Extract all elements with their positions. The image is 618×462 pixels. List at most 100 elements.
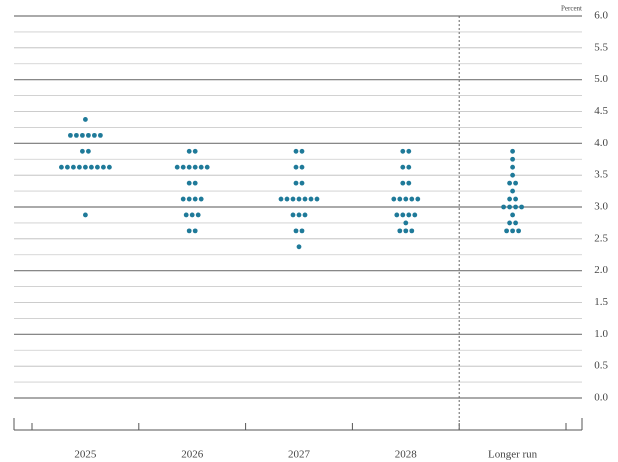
dot	[95, 164, 100, 170]
dot	[406, 180, 412, 186]
dot	[519, 204, 524, 210]
dot	[415, 196, 421, 202]
dot	[507, 204, 512, 210]
dot	[192, 228, 198, 234]
dot	[77, 164, 82, 170]
dot	[510, 172, 515, 178]
dot	[284, 196, 290, 202]
dot	[296, 244, 302, 250]
dot	[302, 196, 308, 202]
dot	[409, 196, 415, 202]
dot	[299, 180, 305, 186]
dot	[186, 164, 192, 170]
dot	[174, 164, 180, 170]
dot	[391, 196, 397, 202]
dot	[186, 180, 192, 186]
dot	[98, 132, 103, 138]
dot	[510, 228, 515, 234]
dot	[400, 180, 406, 186]
dot	[409, 228, 415, 234]
dot	[83, 117, 88, 122]
dot	[192, 164, 198, 170]
y-tick-label: 2.5	[594, 232, 608, 244]
dot	[180, 196, 186, 202]
dot	[296, 196, 302, 202]
dot	[80, 148, 85, 154]
dot	[507, 220, 512, 226]
dot	[68, 132, 73, 138]
dot	[189, 212, 195, 218]
dot	[180, 164, 186, 170]
y-tick-label: 1.0	[594, 328, 608, 340]
dot	[290, 212, 296, 218]
y-tick-label: 5.5	[594, 41, 608, 53]
dot	[302, 212, 308, 218]
dot	[86, 132, 91, 138]
dot	[65, 164, 70, 170]
dot	[195, 212, 201, 218]
dot	[183, 212, 189, 218]
dot	[504, 228, 509, 234]
dot	[510, 212, 515, 218]
dot	[314, 196, 320, 202]
dot	[192, 180, 198, 186]
dot	[293, 164, 299, 170]
y-tick-label: 0.0	[594, 392, 608, 404]
dot	[412, 212, 418, 218]
dot	[516, 228, 521, 234]
dot	[299, 228, 305, 234]
x-tick-label: 2027	[288, 449, 311, 461]
dot	[71, 164, 76, 170]
dot	[293, 148, 299, 154]
dot	[83, 164, 88, 170]
dot	[394, 212, 400, 218]
x-tick-label: 2025	[74, 449, 97, 461]
dot	[80, 132, 85, 138]
y-tick-label: 0.5	[594, 360, 608, 372]
dot	[510, 188, 515, 194]
dot	[513, 220, 518, 226]
dot	[299, 148, 305, 154]
dot	[278, 196, 284, 202]
dot	[204, 164, 210, 170]
dot	[510, 148, 515, 154]
dot	[510, 164, 515, 170]
dot	[59, 164, 64, 170]
dot	[403, 220, 409, 226]
y-tick-label: 1.5	[594, 296, 608, 308]
dot	[507, 196, 512, 202]
dot	[400, 148, 406, 154]
y-tick-label: 4.0	[594, 137, 608, 149]
dot	[308, 196, 314, 202]
dot	[406, 164, 412, 170]
dot	[397, 228, 403, 234]
dot	[198, 164, 204, 170]
y-tick-label: 3.0	[594, 201, 608, 213]
dot	[186, 228, 192, 234]
dot	[74, 132, 79, 138]
dot	[296, 212, 302, 218]
x-tick-label: 2028	[395, 449, 418, 461]
dot	[86, 148, 91, 154]
unit-label: Percent	[561, 5, 582, 13]
y-tick-label: 5.0	[594, 73, 608, 85]
dot	[403, 196, 409, 202]
dot	[186, 196, 192, 202]
dot	[192, 196, 198, 202]
dot	[198, 196, 204, 202]
y-tick-label: 2.0	[594, 264, 608, 276]
dot	[290, 196, 296, 202]
dot	[501, 204, 506, 210]
dot	[406, 148, 412, 154]
x-tick-label: 2026	[181, 449, 204, 461]
dot	[403, 228, 409, 234]
dot	[397, 196, 403, 202]
dot	[513, 196, 518, 202]
dot	[92, 132, 97, 138]
dot	[299, 164, 305, 170]
y-tick-label: 6.0	[594, 10, 608, 22]
dot	[406, 212, 412, 218]
dot	[107, 164, 112, 170]
dot	[89, 164, 94, 170]
